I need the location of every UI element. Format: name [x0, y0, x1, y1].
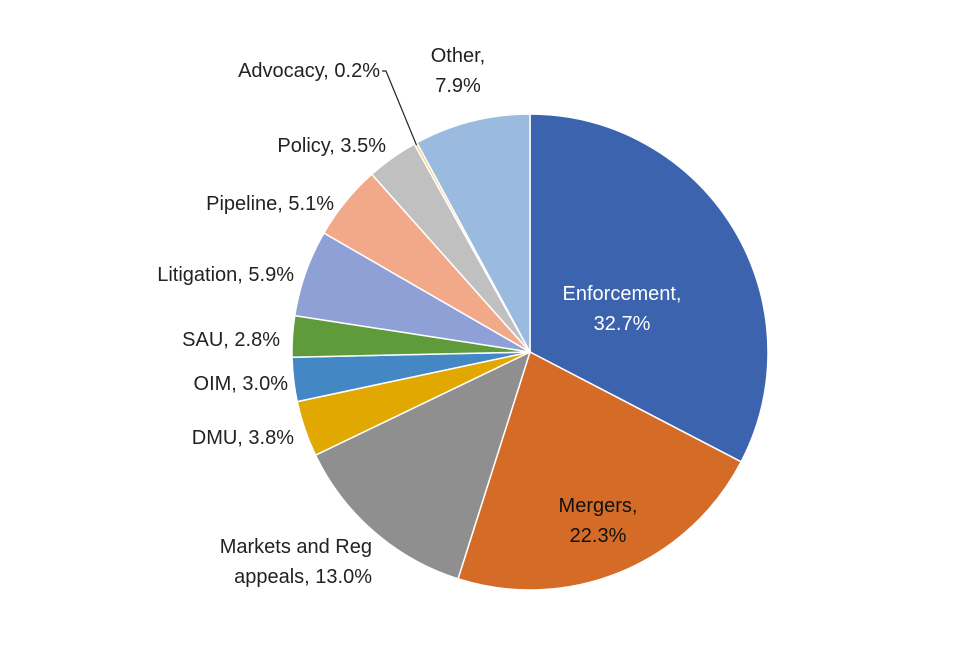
data-labels: Enforcement, 32.7% Mergers, 22.3% Markets an… — [157, 45, 681, 588]
data-label-other: Other, 7.9% — [431, 45, 485, 97]
pie-slice-enforcement — [529, 113, 769, 463]
data-label-markets-and-reg-appeals: Markets and Reg appeals, 13.0% — [220, 536, 373, 588]
pie-slice-markets-and-reg-appeals — [314, 350, 532, 580]
pie-slice-other — [415, 113, 531, 353]
data-label-mergers: Mergers, 22.3% — [559, 495, 638, 547]
leader-lines — [382, 70, 418, 146]
data-label-line: appeals, 13.0% — [234, 566, 372, 588]
data-label-line: Litigation, 5.9% — [157, 264, 294, 286]
data-label-sau: SAU, 2.8% — [182, 329, 280, 351]
data-label-oim: OIM, 3.0% — [194, 373, 289, 395]
data-label-line: Pipeline, 5.1% — [206, 193, 334, 215]
data-label-line: 32.7% — [594, 313, 651, 335]
data-label-advocacy: Advocacy, 0.2% — [238, 60, 380, 82]
leader-line-advocacy — [382, 70, 418, 146]
data-label-enforcement: Enforcement, 32.7% — [563, 283, 682, 335]
data-label-pipeline: Pipeline, 5.1% — [206, 193, 334, 215]
data-label-line: Enforcement, — [563, 283, 682, 305]
data-label-line: SAU, 2.8% — [182, 329, 280, 351]
data-label-line: OIM, 3.0% — [194, 373, 289, 395]
pie-slice-mergers — [457, 350, 743, 591]
data-label-line: 7.9% — [435, 75, 481, 97]
data-label-policy: Policy, 3.5% — [277, 135, 386, 157]
data-label-line: DMU, 3.8% — [192, 427, 294, 449]
data-label-line: Other, — [431, 45, 485, 67]
data-label-line: Advocacy, 0.2% — [238, 60, 380, 82]
data-label-line: Markets and Reg — [220, 536, 372, 558]
pie-slices — [291, 113, 769, 591]
data-label-line: Mergers, — [559, 495, 638, 517]
data-label-line: Policy, 3.5% — [277, 135, 386, 157]
data-label-dmu: DMU, 3.8% — [192, 427, 294, 449]
data-label-litigation: Litigation, 5.9% — [157, 264, 294, 286]
data-label-line: 22.3% — [570, 525, 627, 547]
